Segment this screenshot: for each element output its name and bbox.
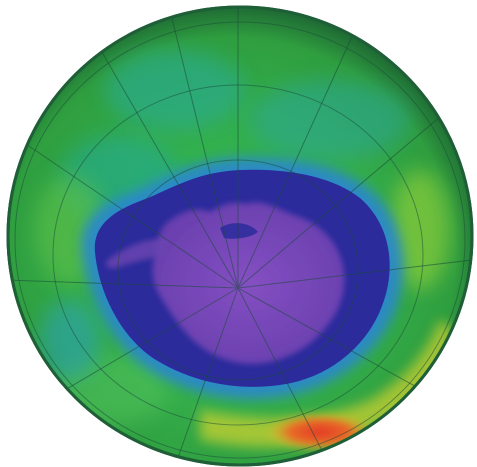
ross-sea-bay	[220, 223, 258, 239]
teal-patch	[40, 300, 100, 380]
antarctic-peninsula	[105, 239, 168, 269]
latitude-circles	[14, 21, 466, 459]
meridian-lines	[8, 7, 472, 465]
teal-patch	[250, 80, 410, 160]
teal-patch	[105, 50, 245, 130]
antarctica-landmass	[152, 202, 345, 365]
light-green-patch	[390, 170, 450, 290]
globe-edge	[6, 5, 474, 467]
